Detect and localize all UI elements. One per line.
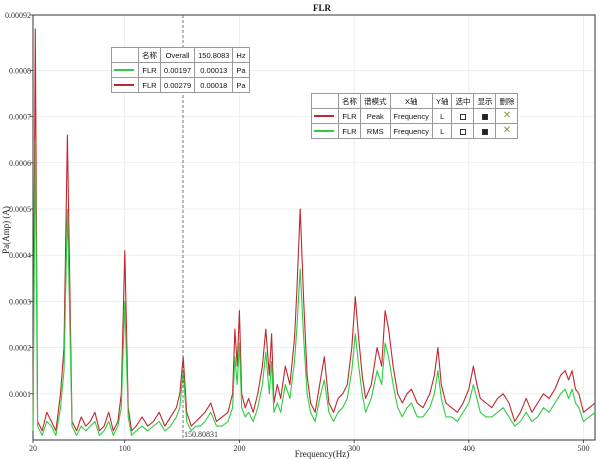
series-swatch [311,108,339,124]
y-tick-label: 0.0006 [9,159,31,168]
row-y-axis: L [431,123,453,139]
series-swatch [111,62,139,78]
header-spectrum-mode: 谱模式 [360,93,391,109]
y-tick-label: 0.0003 [9,297,31,306]
header-name: 名称 [138,47,161,63]
y-ticks: 0.0001 0.0002 0.0003 0.0004 0.0005 0.0006 0.00… [5,11,33,399]
select-checkbox[interactable] [451,123,475,139]
header-overall: Overall [159,47,196,63]
plot-frame [32,14,596,441]
cursor-readout-header: 名称 Overall 150.8083 Hz [111,47,250,63]
row-unit: Pa [232,77,250,93]
select-checkbox[interactable] [451,108,475,124]
header-empty [311,93,339,109]
x-tick-label: 400 [463,444,475,453]
x-tick-label: 20 [29,444,37,453]
header-empty [111,47,139,63]
cursor-readout-row: FLR 0.00279 0.00018 Pa [111,77,250,93]
series-layer [32,28,596,436]
cursor-readout-row: FLR 0.00197 0.00013 Pa [111,62,250,78]
header-selected: 选中 [451,93,475,109]
header-y-axis: Y轴 [431,93,453,109]
row-x-axis: Frequency [389,108,433,124]
series-line [32,139,596,436]
delete-x-icon[interactable]: ✕ [502,125,512,136]
row-name: FLR [338,108,361,124]
delete-x-icon[interactable]: ✕ [502,110,512,121]
y-tick-label: 0.0005 [9,205,31,214]
row-mode: Peak [360,108,391,124]
checked-box-icon[interactable] [481,113,488,120]
row-mode: RMS [360,123,391,139]
visible-checkbox[interactable] [473,108,497,124]
row-overall: 0.00197 [159,62,196,78]
header-name: 名称 [338,93,361,109]
y-tick-label: 0.0008 [9,66,31,75]
header-visible: 显示 [473,93,497,109]
x-tick-label: 100 [119,444,131,453]
row-name: FLR [138,62,161,78]
cursor-label: 150.80831 [184,430,218,439]
row-name: FLR [138,77,161,93]
row-overall: 0.00279 [159,77,196,93]
y-tick-label: 0.0004 [9,251,31,260]
x-ticks: 20 100 200 300 400 500 [29,440,590,453]
x-axis-title: Frequency(Hz) [295,449,349,459]
series-legend-table: 名称 谱模式 X轴 Y轴 选中 显示 删除 FLR Peak Frequency… [311,93,519,139]
y-tick-label: 0.0001 [9,390,31,399]
header-x-axis: X轴 [389,93,433,109]
x-tick-label: 500 [578,444,590,453]
green-line-swatch [114,69,134,71]
header-unit: Hz [232,47,250,63]
y-tick-label: 0.0002 [9,344,31,353]
chart-title: FLR [313,3,332,13]
checkbox-icon[interactable] [459,128,466,135]
row-value: 0.00013 [194,62,234,78]
y-tick-label: 0.0007 [9,113,31,122]
header-delete: 删除 [495,93,519,109]
series-legend-header: 名称 谱模式 X轴 Y轴 选中 显示 删除 [311,93,519,109]
series-swatch [111,77,139,93]
row-value: 0.00018 [194,77,234,93]
checkbox-icon[interactable] [459,113,466,120]
y-tick-label: 0.00092 [5,11,31,20]
series-legend-row: FLR RMS Frequency L ✕ [311,123,519,139]
series-swatch [311,123,339,139]
cursor-readout-table: 名称 Overall 150.8083 Hz FLR 0.00197 0.000… [111,47,250,93]
checked-box-icon[interactable] [481,128,488,135]
header-cursor-frequency: 150.8083 [194,47,234,63]
visible-checkbox[interactable] [473,123,497,139]
delete-button[interactable]: ✕ [495,108,519,124]
y-axis-title: Pa(Amp) (A) [1,206,11,254]
row-y-axis: L [431,108,453,124]
x-tick-label: 300 [348,444,360,453]
row-x-axis: Frequency [389,123,433,139]
green-line-swatch [314,130,334,132]
series-legend-row: FLR Peak Frequency L ✕ [311,108,519,124]
delete-button[interactable]: ✕ [495,123,519,139]
red-line-swatch [114,84,134,86]
row-name: FLR [338,123,361,139]
red-line-swatch [314,115,334,117]
x-tick-label: 200 [233,444,245,453]
row-unit: Pa [232,62,250,78]
